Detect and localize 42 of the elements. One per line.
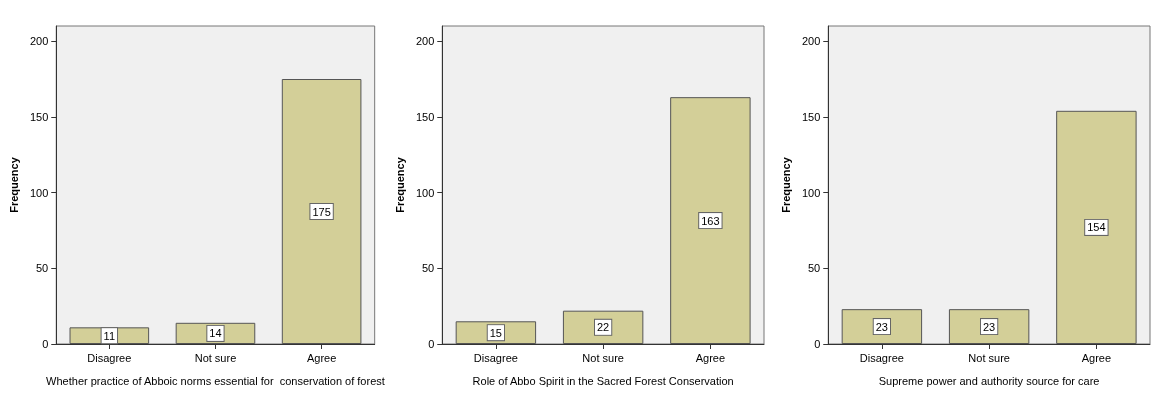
y-tick-label: 100 (29, 186, 49, 199)
data-label: 23 (983, 320, 996, 333)
data-label: 15 (489, 326, 502, 339)
x-tick-label: Not sure (968, 351, 1010, 364)
x-tick-label: Not sure (194, 351, 237, 364)
y-tick-label: 200 (415, 35, 435, 48)
x-tick-label: Agree (306, 351, 337, 364)
x-axis-title: Supreme power and authority source for care (878, 374, 1100, 387)
y-axis-title: Frequency (7, 156, 20, 213)
y-tick-label: 200 (801, 35, 821, 48)
y-tick-label: 100 (801, 186, 821, 199)
data-label: 23 (875, 320, 888, 333)
data-label: 11 (103, 329, 116, 342)
y-tick-label: 150 (415, 110, 435, 123)
data-label: 14 (209, 327, 222, 340)
x-tick-label: Agree (1081, 351, 1112, 364)
data-label: 175 (312, 205, 331, 218)
bar (562, 310, 644, 344)
x-tick-label: Disagree (473, 351, 518, 364)
y-tick-label: 50 (36, 262, 49, 275)
y-axis-title: Frequency (393, 156, 406, 213)
y-tick-label: 50 (422, 262, 435, 275)
bar (670, 97, 751, 344)
y-tick-label: 0 (42, 338, 49, 350)
y-tick-label: 0 (428, 338, 435, 350)
y-tick-label: 100 (415, 186, 435, 199)
x-axis-title: Whether practice of Abboic norms essential for conservation of forest (46, 374, 385, 387)
y-axis-title: Frequency (779, 156, 792, 213)
data-label: 154 (1087, 221, 1106, 234)
x-tick-label: Not sure (582, 351, 624, 364)
data-label: 22 (597, 321, 610, 334)
x-tick-label: Disagree (87, 351, 132, 364)
y-tick-label: 50 (808, 262, 821, 275)
x-tick-label: Disagree (859, 351, 904, 364)
y-tick-label: 200 (29, 35, 49, 48)
data-label: 163 (701, 214, 720, 227)
y-tick-label: 0 (814, 338, 821, 350)
bar (281, 79, 362, 344)
y-tick-label: 150 (801, 110, 821, 123)
y-tick-label: 150 (29, 110, 49, 123)
x-tick-label: Agree (695, 351, 726, 364)
x-axis-title: Role of Abbo Spirit in the Sacred Forest Conservation (472, 374, 734, 387)
